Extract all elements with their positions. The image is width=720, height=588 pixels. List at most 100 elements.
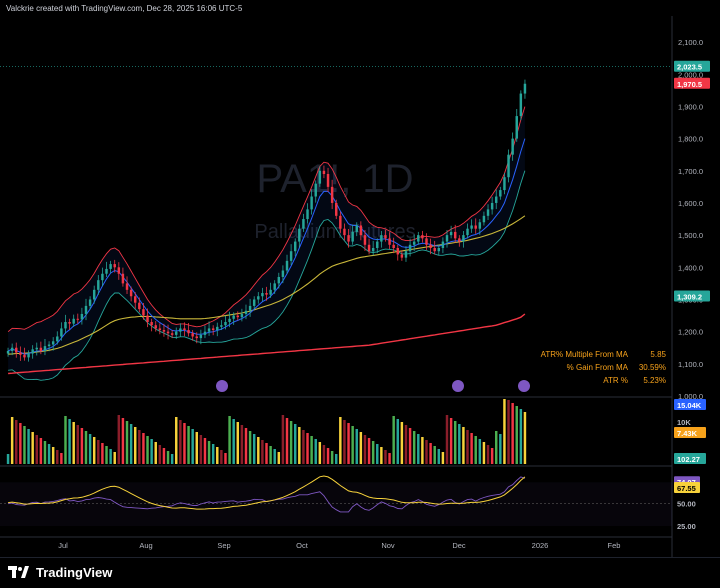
- upper-band-line: [7, 106, 526, 333]
- candle-body: [203, 331, 207, 335]
- candle-body: [371, 248, 375, 252]
- volume-bar: [113, 452, 116, 464]
- volume-bar: [15, 420, 18, 464]
- volume-bar: [23, 426, 26, 464]
- candle-body: [109, 264, 112, 269]
- volume-bar: [293, 424, 297, 464]
- volume-bar: [359, 432, 363, 464]
- rsi-label-box: [674, 482, 700, 494]
- price-tick-label: 1,200.0: [678, 328, 703, 337]
- volume-bar: [470, 433, 473, 464]
- volume-bar: [523, 412, 527, 464]
- candle-body: [47, 344, 51, 347]
- time-tick-label: Nov: [381, 541, 395, 550]
- event-icon[interactable]: [452, 380, 464, 392]
- price-tick-label: 1,900.0: [678, 102, 703, 111]
- candle-body: [482, 215, 486, 223]
- volume-bar: [453, 421, 457, 464]
- volume-bar: [232, 419, 235, 464]
- volume-bar: [289, 421, 293, 464]
- candle-body: [351, 231, 354, 242]
- candle-body: [453, 231, 457, 239]
- price-tick-label: 1,000.0: [678, 392, 703, 401]
- brand[interactable]: TradingView: [8, 565, 112, 580]
- candle-body: [458, 238, 461, 242]
- volume-bar: [183, 423, 186, 464]
- candle-body: [499, 190, 502, 197]
- time-tick-label: Aug: [139, 541, 152, 550]
- volume-bar: [445, 415, 449, 464]
- candle-body: [179, 328, 182, 332]
- event-icon[interactable]: [518, 380, 530, 392]
- time-tick-label: Dec: [452, 541, 466, 550]
- volume-bar: [146, 436, 149, 464]
- candle-body: [449, 231, 453, 236]
- time-tick-label: Sep: [217, 541, 230, 550]
- candle-body: [466, 228, 469, 236]
- candle-body: [101, 273, 104, 281]
- volume-bar: [371, 441, 375, 464]
- candle-body: [133, 296, 137, 303]
- volume-bar: [343, 420, 346, 464]
- volume-bar: [335, 454, 338, 464]
- candle-body: [380, 235, 383, 242]
- volume-bar: [449, 418, 453, 464]
- volume-bar: [105, 446, 108, 464]
- volume-bar: [31, 432, 34, 464]
- volume-bar: [64, 416, 67, 464]
- candle-body: [138, 302, 141, 310]
- candle-body: [400, 254, 404, 258]
- volume-bar: [121, 418, 125, 464]
- candle-body: [503, 177, 506, 191]
- volume-bar: [51, 447, 55, 464]
- candle-body: [232, 315, 235, 319]
- time-tick-label: Feb: [608, 541, 621, 550]
- volume-bar: [429, 443, 432, 464]
- candle-body: [359, 225, 363, 236]
- price-chart[interactable]: PA1!, 1D Palladium Futures 2,100.02,000.…: [0, 16, 720, 557]
- stat-value: 30.59%: [639, 363, 666, 372]
- volume-bar: [265, 443, 268, 464]
- price-tick-label: 1,100.0: [678, 360, 703, 369]
- candle-body: [470, 225, 473, 229]
- volume-bar: [72, 422, 75, 464]
- volume-bar: [511, 403, 514, 464]
- candle-body: [478, 222, 482, 229]
- candle-body: [515, 116, 518, 139]
- candle-body: [175, 331, 178, 335]
- volume-bar: [166, 451, 170, 464]
- candle-body: [51, 341, 55, 345]
- volume-bar: [117, 415, 121, 464]
- volume-bar: [396, 419, 400, 464]
- event-icon[interactable]: [216, 380, 228, 392]
- candle-body: [142, 309, 145, 316]
- candle-body: [80, 313, 84, 320]
- price-tick-label: 1,500.0: [678, 231, 703, 240]
- candle-body: [519, 93, 523, 117]
- candle-body: [384, 235, 387, 239]
- volume-bar: [19, 423, 22, 464]
- volume-bar: [462, 427, 465, 464]
- tradingview-logo-icon: [8, 565, 29, 578]
- volume-label: 10K: [677, 418, 691, 427]
- brand-name: TradingView: [36, 565, 113, 580]
- volume-bar: [302, 430, 305, 464]
- rsi-ma-line: [8, 475, 526, 510]
- rsi-label: 67.55: [677, 484, 696, 493]
- volume-bar: [486, 445, 490, 464]
- price-label: 2,023.5: [677, 63, 702, 72]
- volume-bar: [154, 442, 157, 464]
- candle-body: [113, 264, 116, 268]
- candle-body: [240, 313, 244, 318]
- price-label: 1,970.5: [677, 80, 702, 89]
- candle-body: [511, 138, 514, 155]
- candle-body: [396, 248, 400, 255]
- volume-label: 7.43K: [677, 429, 698, 438]
- stat-label: % Gain From MA: [567, 363, 629, 372]
- candle-body: [252, 299, 256, 306]
- volume-bar: [466, 430, 469, 464]
- volume-bar: [101, 443, 104, 464]
- candle-body: [273, 283, 276, 290]
- stat-label: ATR% Multiple From MA: [541, 350, 629, 359]
- price-tick-label: 1,600.0: [678, 199, 703, 208]
